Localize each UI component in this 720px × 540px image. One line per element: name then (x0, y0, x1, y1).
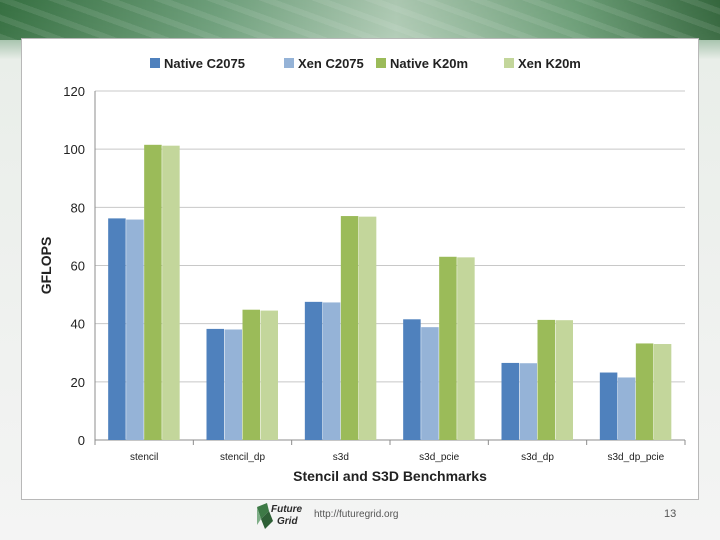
bar-s3d-1 (322, 302, 341, 440)
bar-stencil-3 (162, 145, 180, 440)
legend-swatch (150, 58, 160, 68)
futuregrid-logo: Future Grid (255, 497, 311, 533)
legend-label: Native C2075 (164, 56, 245, 71)
bar-s3d_dp_pcie-0 (599, 372, 618, 440)
x-tick-label: s3d (333, 452, 349, 463)
bar-s3d_dp_pcie-2 (635, 343, 654, 440)
bar-stencil-2 (144, 144, 162, 440)
legend-label: Xen K20m (518, 56, 581, 71)
legend-label: Native K20m (390, 56, 468, 71)
slide-header-band (0, 0, 720, 40)
bar-stencil_dp-1 (224, 329, 242, 440)
logo-word-grid: Grid (277, 516, 298, 527)
footer-url[interactable]: http://futuregrid.org (314, 509, 399, 520)
y-tick-label: 20 (71, 375, 85, 390)
bar-chart: 0 20 40 60 80 100 120 stencil stencil_dp s3d s3d_p… (38, 56, 686, 484)
bar-s3d_pcie-3 (457, 257, 475, 440)
x-axis-title: Stencil and S3D Benchmarks (293, 468, 487, 484)
x-tick-label: s3d_dp (521, 452, 554, 463)
bar-s3d_dp-1 (519, 363, 537, 440)
bar-stencil_dp-0 (206, 328, 224, 440)
bar-stencil-1 (126, 219, 144, 440)
bar-s3d_pcie-2 (439, 256, 457, 440)
logo-word-future: Future (271, 504, 303, 515)
bar-s3d_dp_pcie-1 (617, 377, 636, 440)
bar-s3d_dp-3 (555, 320, 573, 440)
y-tick-label: 40 (71, 317, 85, 332)
bar-s3d-2 (340, 216, 359, 440)
y-tick-label: 120 (63, 84, 85, 99)
bar-s3d-0 (304, 301, 323, 440)
bar-s3d_dp-2 (537, 319, 555, 440)
legend-swatch (504, 58, 514, 68)
bar-s3d_pcie-1 (421, 327, 439, 440)
bar-s3d-3 (358, 216, 377, 440)
bar-stencil_dp-3 (260, 310, 278, 440)
x-tick-label: s3d_dp_pcie (607, 452, 664, 463)
chart-frame: 0 20 40 60 80 100 120 stencil stencil_dp s3d s3d_p… (21, 38, 699, 500)
bar-stencil-0 (108, 218, 126, 440)
bar-s3d_pcie-0 (403, 319, 421, 440)
y-axis-title: GFLOPS (38, 237, 54, 295)
page-number: 13 (664, 508, 677, 520)
legend-swatch (376, 58, 386, 68)
y-tick-label: 60 (71, 259, 85, 274)
x-tick-label: stencil_dp (220, 452, 265, 463)
bar-stencil_dp-2 (242, 309, 260, 440)
y-tick-label: 0 (78, 433, 85, 448)
legend-swatch (284, 58, 294, 68)
y-tick-label: 100 (63, 142, 85, 157)
y-tick-label: 80 (71, 200, 85, 215)
bar-s3d_dp-0 (501, 362, 519, 440)
legend-label: Xen C2075 (298, 56, 364, 71)
bar-s3d_dp_pcie-3 (653, 344, 672, 440)
x-tick-label: stencil (130, 452, 158, 463)
x-tick-label: s3d_pcie (419, 452, 459, 463)
